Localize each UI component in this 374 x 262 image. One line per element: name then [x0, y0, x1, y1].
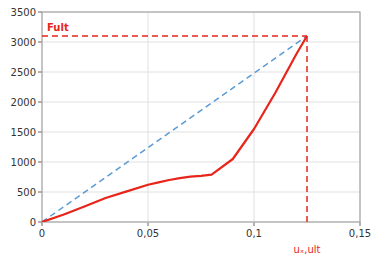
y-tick	[38, 72, 42, 73]
data	[42, 36, 307, 222]
y-tick	[38, 42, 42, 43]
x-tick	[360, 222, 361, 226]
plot-frame	[42, 12, 360, 222]
series-line	[42, 36, 307, 222]
y-grid-line	[42, 42, 360, 43]
x-tick	[254, 222, 255, 226]
annotation: Fult	[47, 22, 69, 33]
y-tick-label: 3000	[11, 37, 36, 48]
x-grid-line	[254, 12, 255, 222]
annotations: Fult uₓ,ult	[47, 22, 321, 255]
y-tick-label: 3500	[11, 7, 36, 18]
y-tick-label: 1000	[11, 157, 36, 168]
y-tick	[38, 102, 42, 103]
y-tick	[38, 132, 42, 133]
series-line	[42, 35, 307, 37]
y-grid-line	[42, 192, 360, 193]
x-tick-label: 0,15	[349, 228, 371, 239]
x-tick-label: 0	[39, 228, 45, 239]
x-tick-label: 0,1	[246, 228, 262, 239]
x-tick	[42, 222, 43, 226]
y-tick-label: 1500	[11, 127, 36, 138]
y-tick	[38, 222, 42, 223]
annotation: uₓ,ult	[294, 244, 321, 255]
x-grid-line	[148, 12, 149, 222]
chart: 0 0,05 0,1 0,15 0 500 1000 1500 2000 2500 3000 3500…	[0, 0, 374, 262]
series-line	[42, 36, 307, 222]
tick-labels: 0 0,05 0,1 0,15 0 500 1000 1500 2000 2500 3000 3500	[11, 7, 372, 240]
x-tick-label: 0,05	[137, 228, 159, 239]
grid	[38, 12, 360, 226]
y-tick	[38, 12, 42, 13]
y-tick	[38, 192, 42, 193]
y-tick-label: 2000	[11, 97, 36, 108]
y-tick-label: 2500	[11, 67, 36, 78]
y-grid-line	[42, 162, 360, 163]
x-tick	[148, 222, 149, 226]
y-tick-label: 500	[17, 187, 36, 198]
y-tick-label: 0	[30, 217, 36, 228]
series-line	[306, 36, 308, 222]
y-grid-line	[42, 72, 360, 73]
y-grid-line	[42, 102, 360, 103]
y-grid-line	[42, 132, 360, 133]
y-tick	[38, 162, 42, 163]
